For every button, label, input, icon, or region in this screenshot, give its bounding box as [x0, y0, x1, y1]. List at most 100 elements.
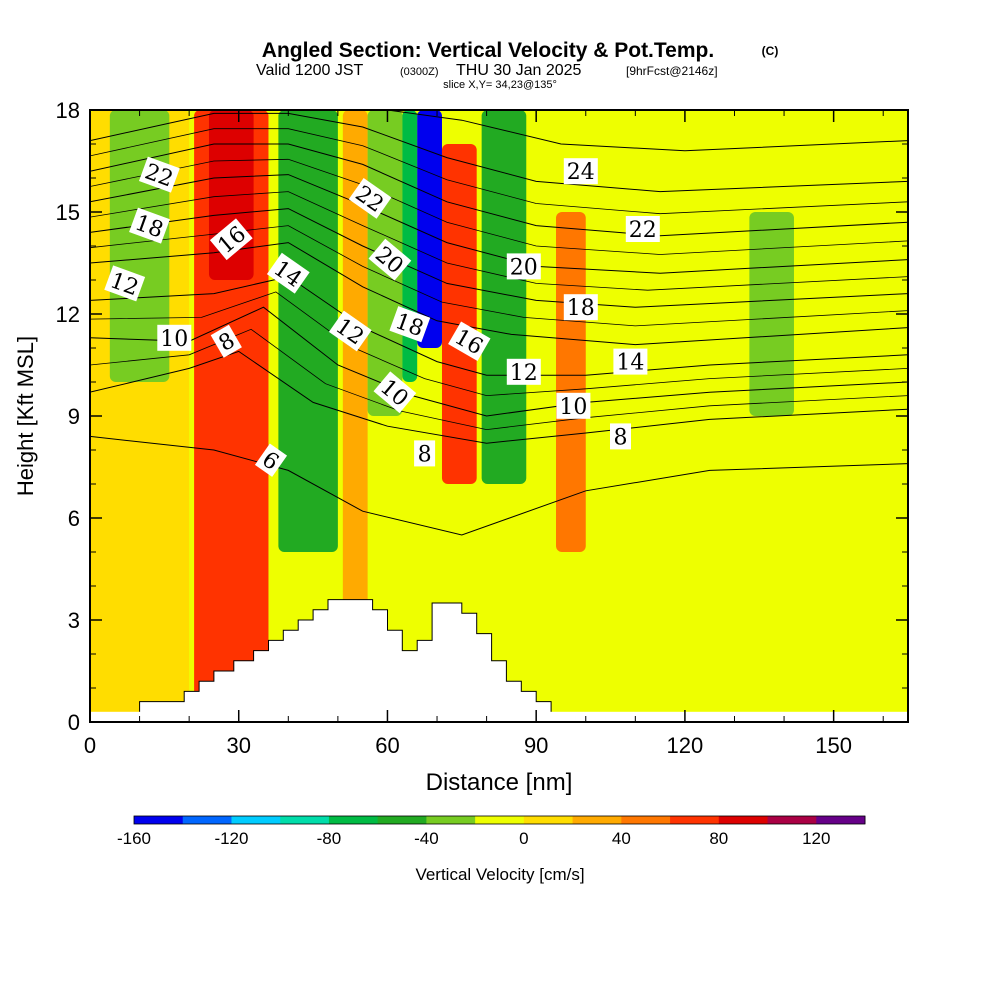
velocity-band-10 — [441, 144, 477, 484]
contour-label-box — [129, 207, 170, 244]
colorbar-tick-label: 80 — [709, 829, 728, 848]
y-tick-label: 0 — [68, 710, 80, 735]
contour-label-box — [389, 306, 431, 343]
x-tick-label: 0 — [84, 733, 96, 758]
y-tick-label: 9 — [68, 404, 80, 429]
colorbar-segment — [816, 816, 866, 824]
contour-label-text: 24 — [567, 160, 595, 185]
contour-label-box — [506, 358, 541, 385]
valid-time-local: Valid 1200 JST — [256, 62, 364, 79]
colorbar-tick-label: 40 — [612, 829, 631, 848]
y-tick-label: 15 — [56, 200, 80, 225]
colorbar-segment — [231, 816, 281, 824]
terrain-profile — [139, 599, 552, 723]
contour-label-20: 20 — [506, 253, 541, 280]
contour-label-box — [138, 156, 180, 193]
colorbar-segment — [718, 816, 769, 824]
x-tick-label: 150 — [815, 733, 852, 758]
terrain-base — [90, 711, 908, 722]
valid-date: THU 30 Jan 2025 — [456, 62, 582, 79]
colorbar-tick-label: 120 — [802, 829, 830, 848]
contour-label-box — [368, 238, 412, 281]
colorbar-segment — [134, 816, 184, 824]
colorbar-title: Vertical Velocity [cm/s] — [415, 865, 584, 884]
axes: 0 30 60 90 120 150 0 3 6 9 12 15 18 — [56, 98, 908, 758]
colorbar-segment — [182, 816, 232, 824]
colorbar-segment — [523, 816, 574, 824]
colorbar-segment — [377, 816, 427, 824]
x-axis-title: Distance [nm] — [426, 769, 573, 796]
contour-label-text: 22 — [629, 218, 657, 243]
y-tick-label: 12 — [56, 302, 80, 327]
contour-label-text: 10 — [160, 327, 188, 352]
slice-info: slice X,Y= 34,23@135° — [443, 79, 557, 91]
velocity-band-12 — [556, 212, 586, 552]
chart-title: Angled Section: Vertical Velocity & Pot.… — [262, 39, 714, 62]
velocity-band-11 — [481, 110, 527, 484]
contour-label-text: 18 — [567, 296, 595, 321]
contour-label-box — [506, 253, 541, 280]
x-tick-label: 120 — [667, 733, 704, 758]
contour-label-text: 8 — [418, 442, 432, 467]
contour-label-box — [328, 310, 372, 352]
theta-contour-minor — [90, 291, 908, 397]
contour-label-box — [610, 423, 631, 450]
colorbar-tick-label: -80 — [317, 829, 342, 848]
contour-label-box — [209, 218, 253, 261]
contour-label-18: 18 — [563, 294, 598, 321]
theta-contour-minor — [90, 158, 908, 255]
contour-label-8: 8 — [414, 440, 436, 467]
contour-label-box — [266, 252, 310, 294]
terrain — [90, 599, 908, 723]
colorbar-segment — [280, 816, 330, 824]
contour-label-18: 18 — [389, 306, 431, 343]
theta-contour-18 — [90, 174, 908, 274]
colorbar-segment — [767, 816, 817, 824]
contour-label-box — [348, 178, 392, 219]
contour-label-box — [613, 348, 648, 375]
theta-contour-minor — [90, 128, 908, 215]
contour-label-10: 10 — [556, 392, 591, 420]
valid-time-utc: (0300Z) — [400, 66, 439, 78]
theta-contour-24 — [387, 110, 908, 152]
colorbar-tick-label: -40 — [414, 829, 439, 848]
theta-contour-8 — [90, 350, 908, 444]
contour-label-box — [556, 392, 591, 419]
y-tick-label: 3 — [68, 608, 80, 633]
theta-contour-12 — [90, 276, 908, 376]
x-tick-label: 90 — [524, 733, 548, 758]
theta-contour-6 — [90, 435, 908, 536]
contour-label-box — [563, 158, 598, 185]
y-tick-label: 18 — [56, 98, 80, 123]
x-tick-label: 30 — [226, 733, 250, 758]
contour-label-text: 14 — [616, 351, 644, 376]
contour-label-12: 12 — [506, 358, 541, 386]
contour-label-box — [448, 321, 491, 361]
velocity-band-13 — [749, 212, 794, 416]
contour-label-box — [373, 371, 417, 414]
contour-label-text: 8 — [614, 425, 628, 450]
contour-label-box — [563, 294, 598, 321]
colorbar-segment — [572, 816, 622, 824]
colorbar-tick-label: -160 — [117, 829, 151, 848]
colorbar: -160 -120 -80 -40 0 40 80 120 — [117, 815, 866, 848]
theta-contour-minor — [90, 191, 908, 291]
contour-label-14: 14 — [613, 348, 648, 376]
contour-label-text: 20 — [510, 255, 538, 280]
contour-label-10: 10 — [157, 324, 192, 352]
theta-contour-22 — [90, 112, 908, 193]
x-tick-label: 60 — [375, 733, 399, 758]
contour-label-8: 8 — [610, 423, 631, 450]
contour-label-box — [254, 443, 288, 477]
velocity-band-9 — [417, 110, 442, 348]
velocity-field — [90, 110, 794, 722]
contour-label-box — [104, 265, 146, 302]
contour-label-box — [625, 216, 660, 242]
colorbar-segment — [426, 816, 476, 824]
chart-title-suffix: (C) — [762, 44, 779, 58]
contour-label-22: 22 — [625, 216, 660, 243]
colorbar-frame — [133, 815, 866, 825]
colorbar-tick-label: 0 — [519, 829, 528, 848]
contour-label-12: 12 — [104, 265, 146, 302]
